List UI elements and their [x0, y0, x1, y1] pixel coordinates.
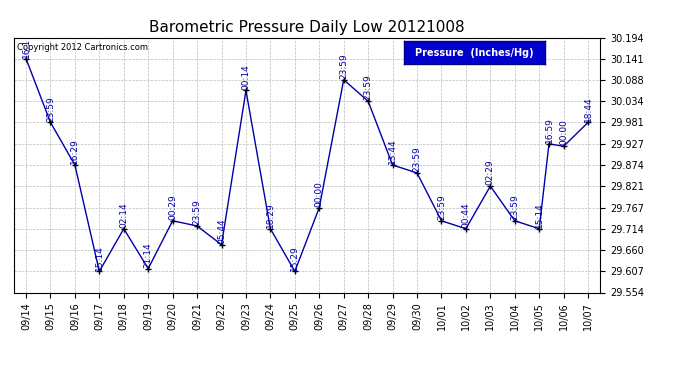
Text: 00:00: 00:00: [559, 120, 568, 146]
Text: 00:44: 00:44: [462, 202, 471, 228]
Text: 16:59: 16:59: [544, 117, 553, 143]
Text: 00:00: 00:00: [315, 181, 324, 207]
Text: 23:59: 23:59: [193, 200, 201, 225]
Text: 15:14: 15:14: [95, 245, 103, 271]
Text: Copyright 2012 Cartronics.com: Copyright 2012 Cartronics.com: [17, 43, 148, 52]
Text: 15:14: 15:14: [535, 202, 544, 228]
Text: 23:59: 23:59: [511, 194, 520, 220]
Text: 23:59: 23:59: [364, 75, 373, 100]
Text: 02:29: 02:29: [486, 160, 495, 185]
Text: 02:14: 02:14: [119, 202, 128, 228]
Text: 16:29: 16:29: [70, 138, 79, 164]
Text: 18:29: 18:29: [266, 202, 275, 228]
Text: 13:44: 13:44: [388, 139, 397, 164]
Text: 00:14: 00:14: [241, 64, 250, 90]
Text: 23:59: 23:59: [437, 194, 446, 220]
Text: 21:14: 21:14: [144, 242, 152, 268]
Text: 23:59: 23:59: [339, 53, 348, 79]
Text: 16:1: 16:1: [21, 38, 30, 58]
Text: 23:59: 23:59: [413, 146, 422, 172]
Text: 18:44: 18:44: [584, 96, 593, 122]
Text: 15:29: 15:29: [290, 245, 299, 271]
Text: 00:29: 00:29: [168, 194, 177, 220]
Title: Barometric Pressure Daily Low 20121008: Barometric Pressure Daily Low 20121008: [149, 20, 465, 35]
Text: 23:59: 23:59: [46, 96, 55, 122]
Text: 05:44: 05:44: [217, 218, 226, 244]
